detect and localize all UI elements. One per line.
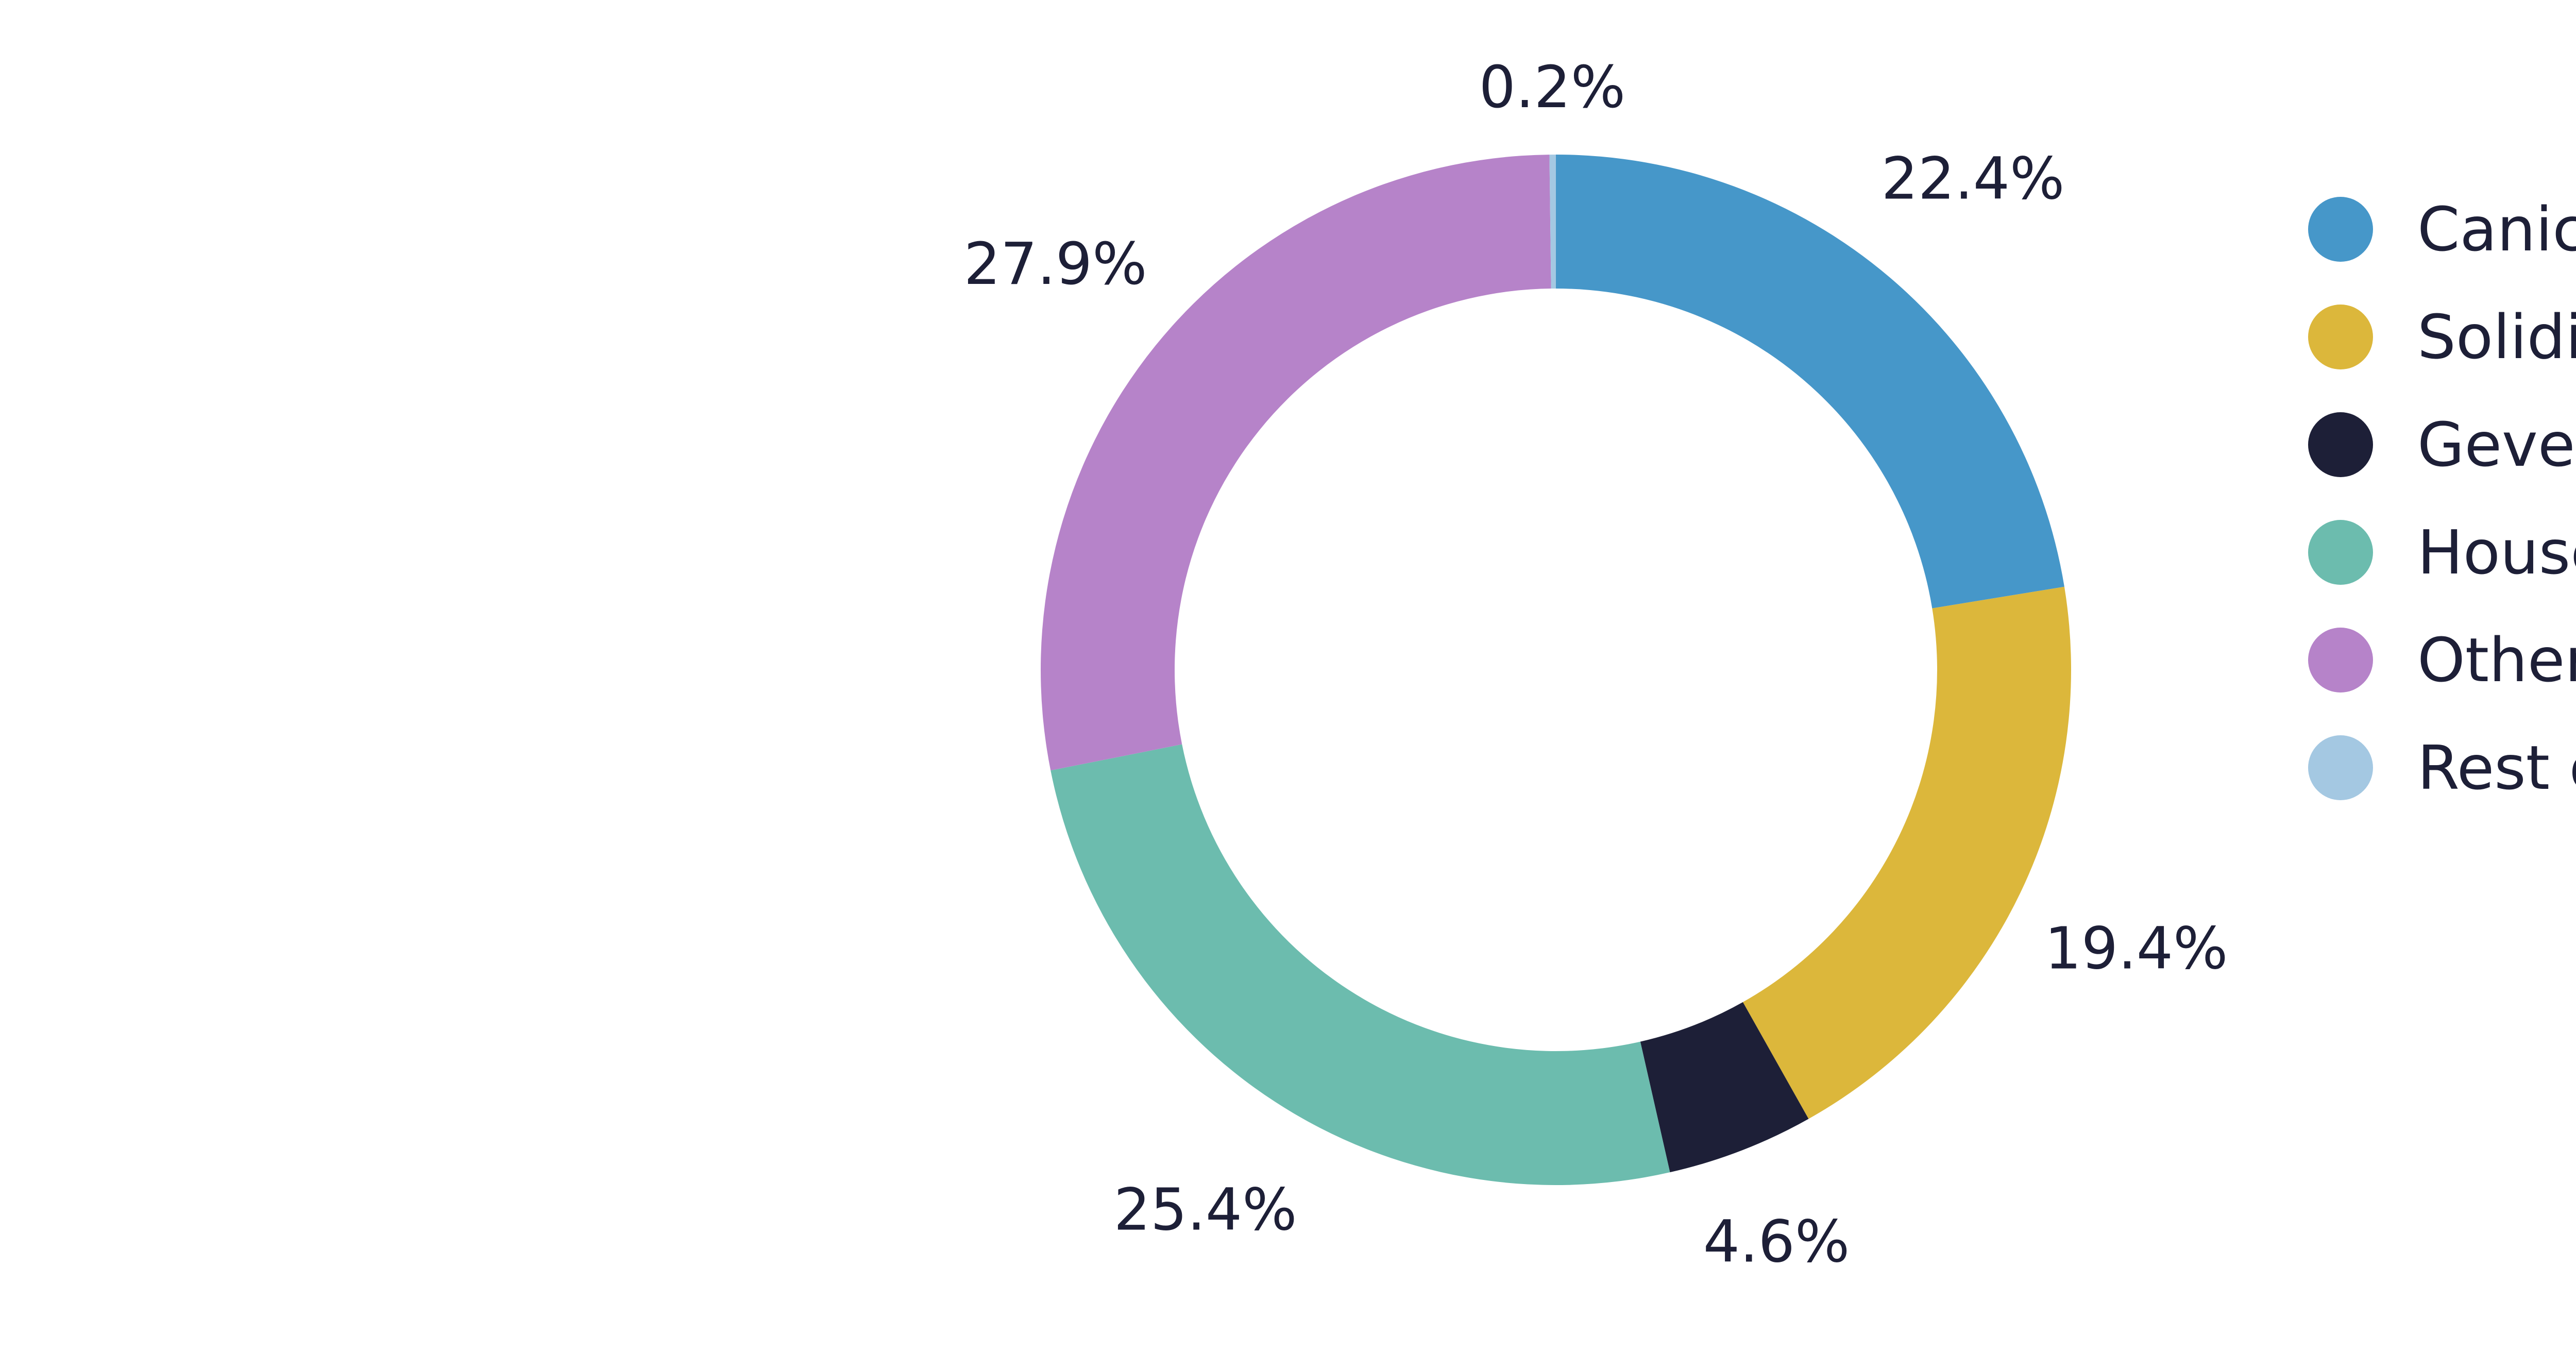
slice-percent-label: 27.9%: [964, 231, 1147, 298]
legend-label: Canica AS: [2417, 193, 2576, 265]
legend-swatch-icon: [2308, 412, 2373, 477]
legend-swatch-icon: [2308, 735, 2373, 800]
donut-slice-geveran-trading-co-limited: [1640, 1002, 1809, 1173]
legend-item-households: Households: [2308, 498, 2576, 606]
slice-labels: 22.4% 19.4% 4.6% 25.4% 27.9% 0.2%: [964, 54, 2228, 1275]
legend-swatch-icon: [2308, 627, 2373, 693]
donut-slices: [1041, 155, 2071, 1185]
legend-item-other-institutions: Other institutions: [2308, 606, 2576, 714]
legend-swatch-icon: [2308, 304, 2373, 369]
slice-percent-label: 19.4%: [2045, 916, 2228, 983]
legend-item-canica: Canica AS: [2308, 175, 2576, 283]
legend: Canica AS Solidium Oy Geveran Trading Co…: [2308, 175, 2576, 821]
slice-percent-label: 4.6%: [1703, 1208, 1850, 1275]
slice-percent-label: 22.4%: [1882, 146, 2065, 213]
donut-slice-other-institutions: [1041, 155, 1551, 771]
donut-slice-rest-of-the-world: [1549, 155, 1556, 289]
legend-swatch-icon: [2308, 196, 2373, 262]
donut-slice-canica-as: [1556, 155, 2064, 609]
donut-slice-households: [1050, 744, 1670, 1185]
slice-percent-label: 25.4%: [1114, 1177, 1297, 1244]
legend-item-rest-of-world: Rest of the world: [2308, 714, 2576, 821]
legend-item-solidium: Solidium Oy: [2308, 283, 2576, 391]
legend-label: Solidium Oy: [2417, 301, 2576, 373]
donut-slice-solidium-oy: [1742, 586, 2071, 1119]
legend-label: Rest of the world: [2417, 732, 2576, 803]
legend-label: Other institutions: [2417, 624, 2576, 696]
legend-swatch-icon: [2308, 519, 2373, 585]
legend-item-geveran: Geveran Trading Co. Limited: [2308, 391, 2576, 498]
legend-label: Geveran Trading Co. Limited: [2417, 409, 2576, 480]
legend-label: Households: [2417, 516, 2576, 588]
slice-percent-label: 0.2%: [1479, 54, 1626, 121]
